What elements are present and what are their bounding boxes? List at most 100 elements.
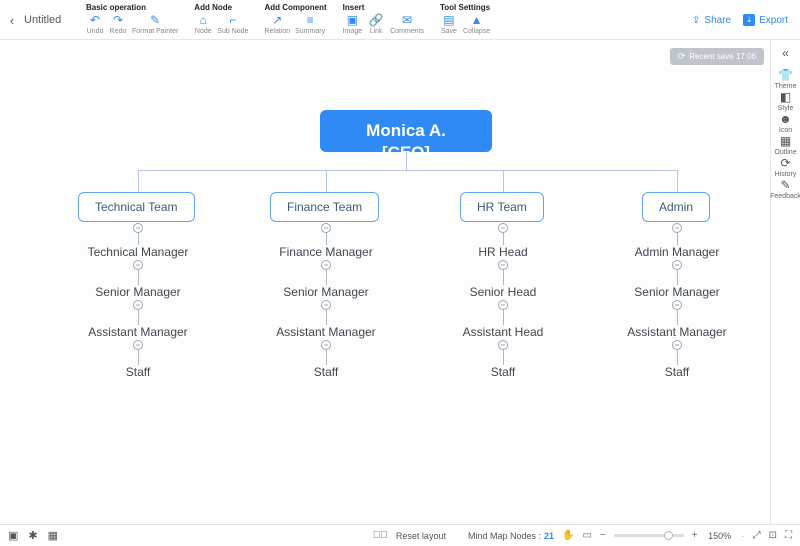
- zoom-out-icon[interactable]: −: [600, 530, 606, 541]
- collapse-toggle[interactable]: [672, 300, 682, 310]
- node-count: Mind Map Nodes : 21: [468, 531, 554, 541]
- comments-icon: ✉: [400, 13, 414, 27]
- chain-node[interactable]: Assistant Head: [433, 325, 573, 339]
- icon-label: Icon: [779, 127, 792, 134]
- cursor-tool-icon[interactable]: ▭: [582, 530, 591, 541]
- chain-node[interactable]: Finance Manager: [256, 245, 396, 259]
- zoom-handle[interactable]: [664, 531, 673, 540]
- link-label: Link: [370, 28, 383, 35]
- chain-node[interactable]: Senior Manager: [256, 285, 396, 299]
- save-button[interactable]: ▤Save: [440, 13, 458, 35]
- root-node[interactable]: Monica A. [CEO]: [320, 110, 492, 152]
- connector: [138, 310, 139, 325]
- tool-group-label: Insert: [343, 3, 424, 12]
- node-label: Node: [195, 28, 212, 35]
- team-box-1[interactable]: Finance Team: [270, 192, 379, 222]
- redo-button[interactable]: ↷Redo: [109, 13, 127, 35]
- chain-node[interactable]: Staff: [68, 365, 208, 379]
- chain-node[interactable]: Assistant Manager: [68, 325, 208, 339]
- node-button[interactable]: ⌂Node: [194, 13, 212, 35]
- team-box-3[interactable]: Admin: [642, 192, 710, 222]
- connector: [138, 170, 677, 171]
- grid-icon[interactable]: ▦: [48, 529, 58, 542]
- settings-icon[interactable]: ✱: [28, 529, 37, 542]
- side-style-button[interactable]: ◧Style: [770, 90, 800, 112]
- zoom-in-icon[interactable]: +: [692, 530, 698, 541]
- tool-group-label: Basic operation: [86, 3, 178, 12]
- export-button[interactable]: ⤓ Export: [743, 14, 788, 26]
- collapse-toggle[interactable]: [498, 223, 508, 233]
- collapse-toggle[interactable]: [672, 340, 682, 350]
- side-icon-button[interactable]: ☻Icon: [770, 112, 800, 134]
- fit-icon[interactable]: ⤢: [753, 530, 761, 541]
- sub-node-label: Sub Node: [217, 28, 248, 35]
- undo-button[interactable]: ↶Undo: [86, 13, 104, 35]
- connector: [326, 170, 327, 192]
- collapse-toggle[interactable]: [321, 340, 331, 350]
- collapse-toggle[interactable]: [321, 223, 331, 233]
- link-button[interactable]: 🔗Link: [367, 13, 385, 35]
- tool-group-tool-settings: Tool Settings▤Save▲Collapse: [432, 0, 498, 35]
- collapse-toggle[interactable]: [133, 300, 143, 310]
- chain-node[interactable]: Senior Head: [433, 285, 573, 299]
- chain-node[interactable]: Admin Manager: [607, 245, 747, 259]
- side-theme-button[interactable]: 👕Theme: [770, 68, 800, 90]
- collapse-toggle[interactable]: [321, 260, 331, 270]
- zoom-slider[interactable]: [614, 534, 684, 537]
- outline-icon: ▦: [779, 134, 793, 148]
- chain-node[interactable]: Staff: [607, 365, 747, 379]
- side-collapse-icon[interactable]: «: [782, 46, 789, 60]
- side-outline-button[interactable]: ▦Outline: [770, 134, 800, 156]
- reset-layout-icon[interactable]: �⃞: [373, 530, 388, 541]
- team-box-0[interactable]: Technical Team: [78, 192, 195, 222]
- center-icon[interactable]: ⊡: [769, 530, 777, 541]
- collapse-toggle[interactable]: [321, 300, 331, 310]
- connector: [406, 152, 407, 170]
- collapse-toggle[interactable]: [672, 223, 682, 233]
- canvas[interactable]: Recent save 17:06 Monica A. [CEO]Technic…: [0, 40, 770, 524]
- document-title[interactable]: Untitled: [24, 0, 78, 40]
- chain-node[interactable]: Senior Manager: [68, 285, 208, 299]
- hand-tool-icon[interactable]: ✋: [562, 530, 574, 541]
- collapse-button[interactable]: ▲Collapse: [463, 13, 490, 35]
- collapse-toggle[interactable]: [672, 260, 682, 270]
- reset-layout-button[interactable]: Reset layout: [396, 531, 446, 541]
- theme-icon: 👕: [779, 68, 793, 82]
- presentation-icon[interactable]: ▣: [8, 529, 18, 542]
- history-label: History: [775, 171, 797, 178]
- collapse-toggle[interactable]: [498, 260, 508, 270]
- feedback-label: Feedback: [770, 193, 800, 200]
- image-label: Image: [343, 28, 362, 35]
- chain-node[interactable]: Staff: [256, 365, 396, 379]
- fullscreen-icon[interactable]: ⛶: [785, 530, 792, 541]
- collapse-toggle[interactable]: [498, 300, 508, 310]
- summary-button[interactable]: ≡Summary: [295, 13, 325, 35]
- chain-node[interactable]: Senior Manager: [607, 285, 747, 299]
- comments-button[interactable]: ✉Comments: [390, 13, 424, 35]
- side-history-button[interactable]: ⟳History: [770, 156, 800, 178]
- collapse-toggle[interactable]: [133, 340, 143, 350]
- relation-button[interactable]: ↗Relation: [264, 13, 290, 35]
- tool-group-insert: Insert▣Image 🔗Link ✉Comments: [335, 0, 432, 35]
- save-label: Save: [441, 28, 457, 35]
- sub-node-button[interactable]: ⌐Sub Node: [217, 13, 248, 35]
- theme-label: Theme: [775, 83, 797, 90]
- collapse-toggle[interactable]: [133, 260, 143, 270]
- collapse-toggle[interactable]: [498, 340, 508, 350]
- chain-node[interactable]: Staff: [433, 365, 573, 379]
- node-count-label: Mind Map Nodes :: [468, 531, 541, 541]
- chain-node[interactable]: HR Head: [433, 245, 573, 259]
- side-feedback-button[interactable]: ✎Feedback: [770, 178, 800, 200]
- back-chevron-icon[interactable]: ‹: [0, 0, 24, 40]
- collapse-toggle[interactable]: [133, 223, 143, 233]
- chain-node[interactable]: Assistant Manager: [256, 325, 396, 339]
- format-painter-button[interactable]: ✎Format Painter: [132, 13, 178, 35]
- chain-node[interactable]: Assistant Manager: [607, 325, 747, 339]
- team-box-2[interactable]: HR Team: [460, 192, 544, 222]
- format-painter-label: Format Painter: [132, 28, 178, 35]
- node-count-value: 21: [544, 531, 554, 541]
- image-button[interactable]: ▣Image: [343, 13, 362, 35]
- connector: [677, 233, 678, 245]
- chain-node[interactable]: Technical Manager: [68, 245, 208, 259]
- share-button[interactable]: ⇪ Share: [692, 15, 731, 26]
